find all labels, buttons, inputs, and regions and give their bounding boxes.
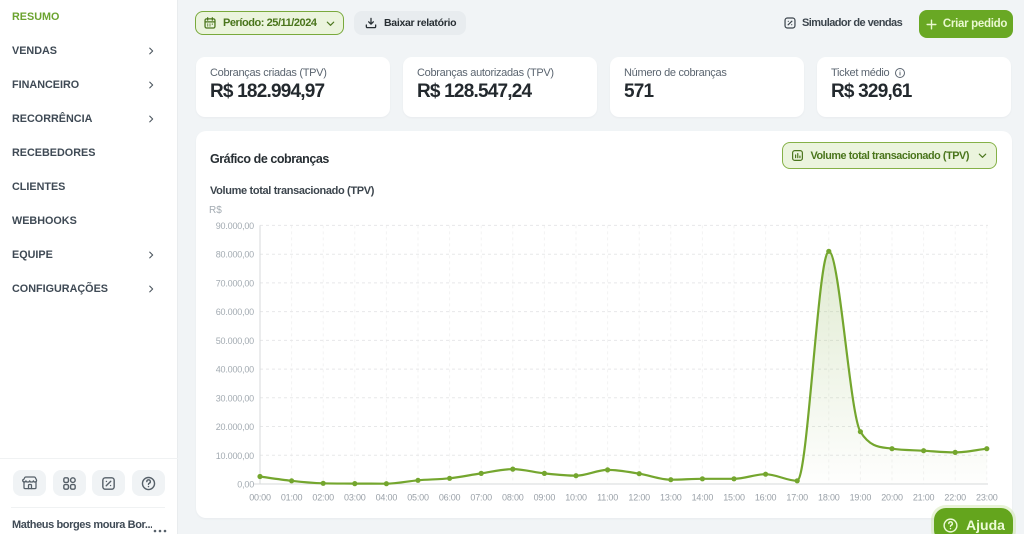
svg-text:13:00: 13:00 — [660, 493, 682, 503]
svg-text:40.000,00: 40.000,00 — [216, 365, 254, 375]
svg-text:30.000,00: 30.000,00 — [216, 393, 254, 403]
svg-text:18:00: 18:00 — [818, 493, 840, 503]
svg-text:06:00: 06:00 — [439, 493, 461, 503]
svg-text:07:00: 07:00 — [470, 493, 492, 503]
svg-text:05:00: 05:00 — [407, 493, 429, 503]
svg-text:20.000,00: 20.000,00 — [216, 422, 254, 432]
svg-text:11:00: 11:00 — [597, 493, 618, 503]
svg-text:16:00: 16:00 — [755, 493, 777, 503]
svg-text:50.000,00: 50.000,00 — [216, 336, 254, 346]
svg-text:04:00: 04:00 — [376, 493, 398, 503]
svg-text:12:00: 12:00 — [628, 493, 650, 503]
svg-text:17:00: 17:00 — [786, 493, 808, 503]
svg-text:03:00: 03:00 — [344, 493, 366, 503]
svg-text:20:00: 20:00 — [881, 493, 903, 503]
svg-text:10:00: 10:00 — [565, 493, 587, 503]
svg-text:01:00: 01:00 — [281, 493, 303, 503]
svg-text:22:00: 22:00 — [944, 493, 966, 503]
svg-text:19:00: 19:00 — [850, 493, 872, 503]
svg-text:02:00: 02:00 — [312, 493, 334, 503]
svg-text:09:00: 09:00 — [534, 493, 556, 503]
svg-text:70.000,00: 70.000,00 — [216, 278, 254, 288]
svg-text:23:00: 23:00 — [976, 493, 998, 503]
svg-text:10.000,00: 10.000,00 — [216, 451, 254, 461]
svg-text:21:00: 21:00 — [913, 493, 935, 503]
svg-text:80.000,00: 80.000,00 — [216, 250, 254, 260]
svg-text:0,00: 0,00 — [237, 480, 254, 490]
svg-text:60.000,00: 60.000,00 — [216, 307, 254, 317]
svg-text:14:00: 14:00 — [692, 493, 714, 503]
svg-text:08:00: 08:00 — [502, 493, 524, 503]
svg-text:90.000,00: 90.000,00 — [216, 221, 254, 231]
svg-text:00:00: 00:00 — [249, 493, 271, 503]
svg-text:15:00: 15:00 — [723, 493, 745, 503]
